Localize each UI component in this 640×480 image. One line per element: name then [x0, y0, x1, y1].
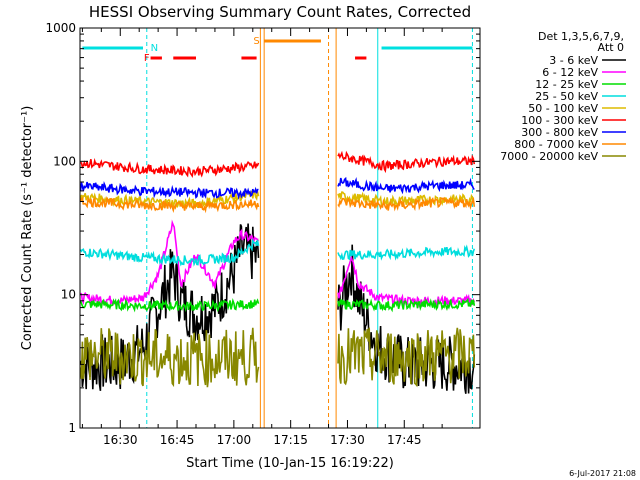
legend-label: 12 - 25 keV [535, 78, 598, 91]
legend-header-1: Det 1,3,5,6,7,9, [538, 30, 624, 43]
series-3-6-kev [79, 223, 476, 394]
series-7000-20000-kev [79, 327, 476, 388]
legend-label: 7000 - 20000 keV [500, 150, 598, 163]
series-line [337, 176, 475, 195]
legend-label: 3 - 6 keV [549, 54, 598, 67]
series-800-7000-kev [79, 195, 476, 214]
series-line [80, 219, 260, 307]
x-tick-label: 17:00 [217, 433, 252, 447]
timestamp-footer: 6-Jul-2017 21:08 [569, 469, 636, 478]
observing-intervals: NF S [79, 28, 473, 428]
series-line [337, 244, 476, 261]
flag-label: S [253, 36, 259, 47]
series-line [337, 150, 476, 174]
x-tick-label: 17:30 [330, 433, 365, 447]
series-line [79, 298, 260, 313]
x-tick-label: 17:45 [387, 433, 422, 447]
series-12-25-kev [79, 297, 476, 313]
legend-label: 25 - 50 keV [535, 90, 598, 103]
series-line [79, 180, 259, 200]
series-lines [79, 150, 476, 394]
legend-label: 300 - 800 keV [521, 126, 598, 139]
legend-label: 100 - 300 keV [521, 114, 598, 127]
flag-label: N [151, 43, 158, 54]
x-tick-label: 16:30 [103, 433, 138, 447]
series-line [337, 297, 476, 313]
y-tick-label: 10 [61, 288, 76, 302]
y-tick-label: 100 [53, 154, 76, 168]
x-axis-label: Start Time (10-Jan-15 16:19:22) [186, 456, 394, 471]
y-axis-label: Corrected Count Rate (s⁻¹ detector⁻¹) [20, 106, 35, 351]
legend-label: 800 - 7000 keV [514, 138, 598, 151]
legend-label: 6 - 12 keV [542, 66, 598, 79]
x-axis: 16:30 16:45 17:00 17:15 17:30 17:45 [81, 28, 481, 447]
x-tick-label: 17:15 [273, 433, 308, 447]
series-line [79, 327, 260, 388]
x-tick-label: 16:45 [160, 433, 195, 447]
legend-label: 50 - 100 keV [528, 102, 598, 115]
series-25-50-kev [79, 238, 476, 267]
series-100-300-kev [80, 150, 476, 179]
series-300-800-kev [79, 176, 475, 200]
y-axis: 1 10 100 1000 [45, 21, 480, 435]
chart-title: HESSI Observing Summary Count Rates, Cor… [89, 3, 471, 21]
series-line [79, 238, 260, 267]
plot-frame [79, 27, 481, 429]
series-line [337, 196, 476, 212]
y-tick-label: 1000 [45, 21, 76, 35]
series-line [80, 157, 260, 179]
flag-label: F [144, 53, 150, 64]
legend-header-2: Att 0 [598, 41, 624, 54]
series-line [79, 195, 260, 214]
y-tick-label: 1 [68, 421, 76, 435]
series-line [337, 327, 476, 388]
series-6-12-kev [80, 219, 476, 309]
